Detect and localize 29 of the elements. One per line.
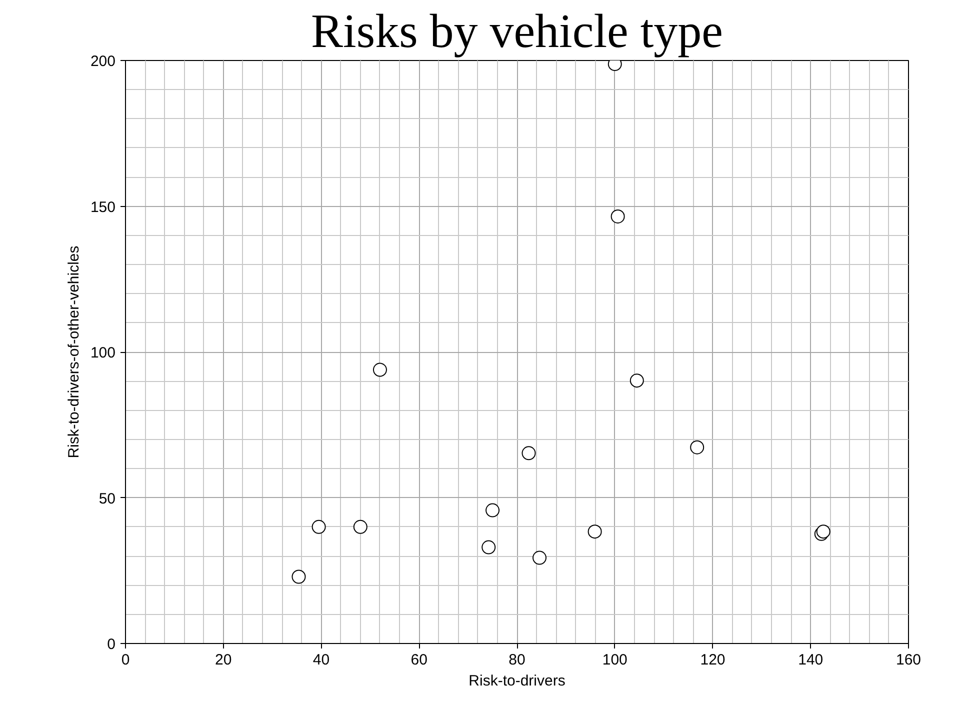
x-tick-label: 100 xyxy=(602,652,628,668)
point xyxy=(610,209,625,224)
point xyxy=(292,570,306,584)
point xyxy=(532,550,547,565)
y-tick-label: 50 xyxy=(98,490,116,508)
point xyxy=(372,362,387,377)
point xyxy=(312,520,326,534)
x-axis-title: Risk-to-drivers xyxy=(468,672,566,690)
chart-title: Risks by vehicle type xyxy=(311,5,723,58)
x-tick-label: 140 xyxy=(798,652,824,668)
x-tick-label: 80 xyxy=(508,652,526,668)
x-tick-label: 120 xyxy=(700,652,726,668)
x-tick-label: 60 xyxy=(410,652,428,668)
point xyxy=(630,374,644,388)
point xyxy=(353,520,368,534)
point xyxy=(522,446,536,460)
point xyxy=(588,524,602,539)
x-tick-label: 160 xyxy=(896,652,922,668)
point xyxy=(486,503,500,518)
x-tick-label: 40 xyxy=(312,652,330,668)
x-tick-label: 0 xyxy=(121,652,130,668)
point xyxy=(690,440,704,454)
y-tick-label: 150 xyxy=(90,198,116,216)
y-axis-title: Risk-to-drivers-of-other-vehicles xyxy=(65,246,82,458)
y-tick-label: 0 xyxy=(107,636,116,653)
y-tick-label: 200 xyxy=(90,53,116,70)
x-tick-label: 20 xyxy=(215,652,232,668)
point xyxy=(482,540,496,554)
y-tick-label: 100 xyxy=(90,344,116,362)
